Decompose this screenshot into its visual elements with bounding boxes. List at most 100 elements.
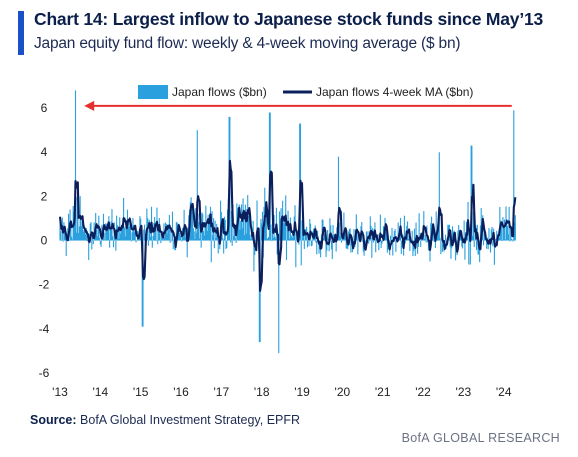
x-tick-label: '19 (294, 385, 310, 399)
flow-bar (171, 240, 173, 242)
flow-bar (326, 240, 328, 251)
flow-bar (385, 225, 387, 241)
flow-bar (62, 240, 64, 242)
flow-bar (407, 238, 409, 241)
flow-bar (474, 231, 476, 241)
flow-bar (419, 240, 421, 242)
flow-bar (435, 211, 437, 241)
flow-bar (157, 240, 159, 245)
flow-bar (401, 240, 403, 248)
flow-bar (427, 240, 430, 251)
flow-bar (125, 223, 127, 241)
flow-bar (439, 237, 441, 241)
flow-bar (118, 238, 120, 241)
flow-bar (161, 236, 163, 241)
flow-bar (241, 228, 243, 241)
flow-bar (143, 229, 145, 241)
flow-bar (81, 226, 83, 241)
flow-bar (371, 240, 373, 258)
flow-bar (409, 240, 411, 251)
flow-bar (224, 219, 226, 241)
flow-bar (338, 222, 340, 241)
flow-bar (340, 232, 342, 241)
flow-bar (97, 224, 99, 241)
flow-bar (179, 236, 181, 241)
flow-bar (251, 234, 253, 241)
flow-bar (209, 213, 211, 241)
flow-bar (415, 222, 417, 241)
flow-bar (404, 240, 406, 244)
flow-bar (468, 240, 470, 265)
flow-bar (480, 207, 482, 241)
flow-bar (300, 240, 302, 266)
flow-bar (365, 231, 367, 241)
flow-bar (278, 211, 281, 241)
flow-bar (339, 236, 341, 241)
flow-bar (109, 228, 111, 241)
flow-bar (417, 240, 419, 247)
flow-bar (368, 240, 370, 244)
flow-bar (206, 225, 208, 241)
flow-bar (377, 234, 379, 241)
flow-bar (298, 240, 300, 245)
flow-bar (74, 90, 77, 241)
flow-bar (482, 240, 485, 246)
flow-bar (106, 228, 108, 241)
y-tick-label: -4 (39, 322, 50, 336)
flow-bar (420, 240, 422, 247)
flow-bar (425, 240, 427, 243)
flow-bar (472, 236, 474, 241)
flow-bar (266, 238, 268, 241)
x-tick-label: '20 (335, 385, 351, 399)
flow-bar (250, 239, 252, 241)
flow-bar (99, 237, 101, 241)
flow-bar (165, 223, 167, 241)
flow-bar (403, 215, 405, 241)
flow-bar (149, 226, 151, 241)
flow-bar (127, 220, 129, 241)
chart-title: Chart 14: Largest inflow to Japanese sto… (34, 9, 544, 29)
flow-bar (170, 227, 172, 241)
y-tick-label: 0 (41, 234, 48, 248)
flow-bar (267, 238, 269, 241)
flow-bar (130, 240, 132, 242)
flow-bar (301, 220, 303, 241)
flow-bar (393, 230, 395, 241)
flow-bar (136, 240, 138, 242)
flow-bar (458, 224, 460, 241)
flow-bar (171, 211, 174, 241)
flow-bar (122, 223, 124, 241)
flow-bar (210, 240, 212, 263)
flow-bar (83, 232, 85, 241)
flow-bar (64, 236, 66, 241)
flow-bar (265, 212, 267, 241)
flow-bar (285, 240, 288, 261)
flow-bar (193, 231, 195, 241)
flow-bar (306, 240, 308, 248)
flow-bar (431, 216, 433, 241)
x-tick-label: '14 (93, 385, 109, 399)
x-tick-label: '22 (415, 385, 431, 399)
flow-bar (424, 234, 426, 241)
flow-bar (276, 240, 278, 255)
flow-bar (213, 240, 215, 249)
flow-bar (434, 240, 436, 249)
flow-bar (195, 232, 198, 241)
flow-bar (85, 234, 87, 241)
flow-bar (271, 240, 273, 242)
y-tick-label: -6 (39, 366, 50, 380)
flow-bar (109, 240, 111, 248)
flow-bar (191, 208, 193, 241)
flow-bar (148, 219, 150, 241)
flow-bar (511, 239, 513, 241)
flow-bar (99, 240, 101, 245)
flow-bar (400, 240, 402, 255)
flow-bar (167, 224, 169, 241)
flow-bar (231, 240, 233, 246)
flow-bar (80, 220, 82, 241)
flow-bar (96, 236, 98, 241)
flow-bar (151, 240, 153, 248)
flow-bar (117, 230, 119, 241)
flow-bar (430, 223, 432, 241)
